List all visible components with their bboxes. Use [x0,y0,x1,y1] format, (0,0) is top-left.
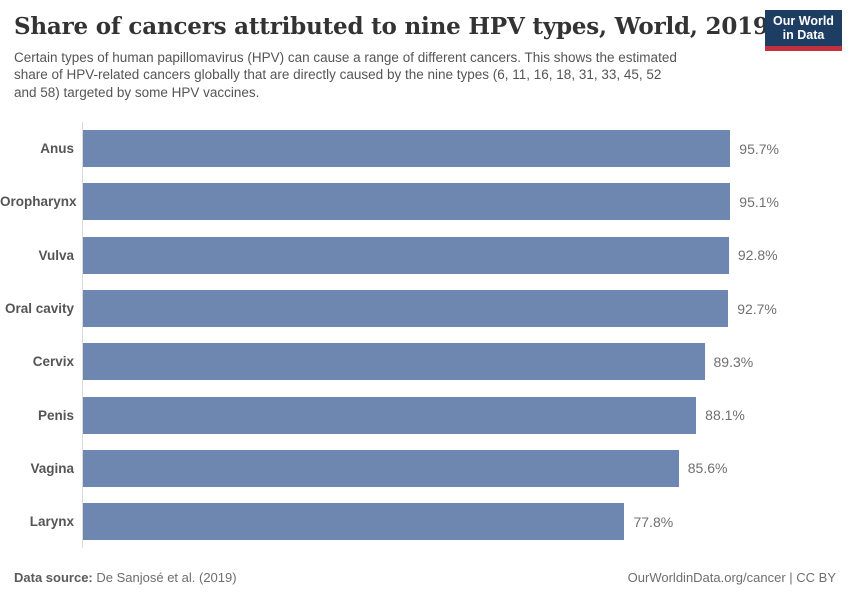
bar[interactable] [83,449,679,487]
bar-row: Oropharynx 95.1% [0,175,850,229]
value-label: 92.8% [737,247,778,264]
bar-row: Larynx 77.8% [0,495,850,549]
bar-chart: Anus 95.7% Oropharynx 95.1% Vulva 92.8% Oral c… [0,122,850,549]
value-label: 77.8% [633,513,674,530]
value-label: 89.3% [713,353,754,370]
bar-track: 95.7% [82,122,779,176]
bar-track: 92.7% [82,281,779,336]
category-label: Oral cavity [4,301,74,317]
chart-footer: Data source: De Sanjosé et al. (2019) Ou… [14,570,836,585]
bar-row: Cervix 89.3% [0,335,850,389]
data-source-value: De Sanjosé et al. (2019) [96,570,237,585]
category-label: Cervix [32,354,74,370]
bar[interactable] [83,130,731,168]
data-source-label: Data source: [14,570,93,585]
attribution: OurWorldinData.org/cancer | CC BY [627,570,836,585]
chart-subtitle: Certain types of human papillomavirus (H… [14,49,754,102]
owid-logo[interactable]: Our World in Data [765,10,842,51]
bar-row: Vagina 85.6% [0,441,850,496]
value-label: 92.7% [737,300,777,317]
category-label: Larynx [29,514,74,530]
chart-subtitle-line: share of HPV-related cancers globally th… [14,67,662,83]
category-label: Vulva [38,247,74,263]
bar-row: Penis 88.1% [0,388,850,442]
chart-subtitle-line: and 58) targeted by some HPV vaccines. [14,84,260,100]
bar-track: 92.8% [82,228,779,282]
chart-title: Share of cancers attributed to nine HPV … [14,13,769,40]
chart-header: Share of cancers attributed to nine HPV … [0,0,850,101]
bar-row: Vulva 92.8% [0,228,850,282]
owid-logo-line2: in Data [782,28,825,42]
bar[interactable] [83,290,729,328]
category-label: Penis [37,407,74,423]
category-label: Oropharynx [0,194,77,210]
bar[interactable] [83,236,729,274]
bar-row: Anus 95.7% [0,122,850,176]
bar[interactable] [83,396,697,434]
chart-subtitle-line: Certain types of human papillomavirus (H… [14,49,677,65]
category-label: Anus [40,141,74,157]
value-label: 95.7% [739,140,779,157]
bar[interactable] [83,503,625,541]
bar[interactable] [83,183,731,221]
category-label: Vagina [30,460,74,476]
bar-track: 88.1% [82,388,779,442]
value-label: 85.6% [687,460,728,477]
value-label: 88.1% [705,407,745,424]
bar-track: 89.3% [82,335,779,389]
bar[interactable] [83,343,705,381]
bar-track: 77.8% [82,495,779,549]
owid-logo-line1: Our World [773,14,834,28]
value-label: 95.1% [739,193,779,210]
bar-row: Oral cavity 92.7% [0,281,850,336]
bar-track: 95.1% [82,175,779,229]
bar-track: 85.6% [82,441,779,496]
data-source: Data source: De Sanjosé et al. (2019) [14,570,237,585]
